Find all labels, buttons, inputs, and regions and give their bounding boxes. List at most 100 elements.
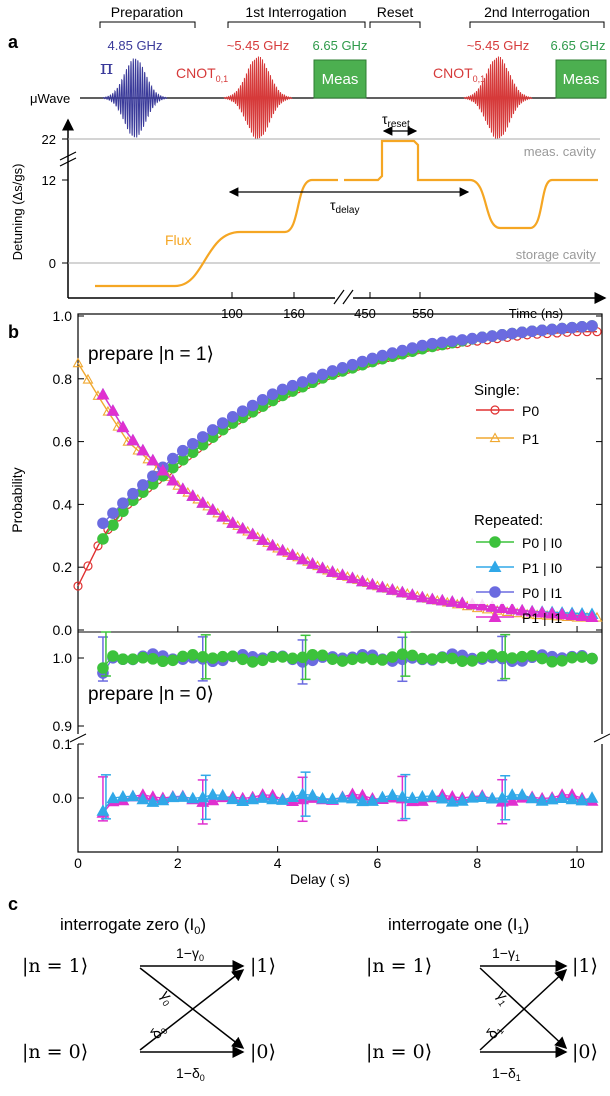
data-point	[456, 655, 469, 667]
data-point	[316, 368, 329, 381]
upper-ytick-label: 0.2	[53, 559, 73, 575]
data-point	[106, 791, 120, 804]
meas-box-1	[313, 59, 367, 99]
legend-single-title: Single:	[474, 382, 520, 399]
data-point	[366, 577, 379, 590]
data-point	[545, 792, 559, 805]
upper-ytick-label: 0.8	[53, 371, 73, 387]
data-point	[356, 794, 369, 807]
data-point	[186, 437, 199, 450]
data-point	[555, 791, 569, 803]
data-point	[107, 650, 119, 662]
right-ket-1: |1⟩	[572, 955, 598, 977]
data-point	[147, 653, 159, 665]
data-point	[236, 794, 250, 807]
prepare-0-label: prepare |n = 0⟩	[88, 684, 214, 705]
data-point	[127, 487, 139, 500]
cnot-frequency-2: ~5.45 GHz	[467, 38, 530, 53]
data-point	[485, 600, 499, 612]
legend-item-label: P1 | I1	[522, 610, 562, 626]
cnot-label-2: CNOT0,1	[433, 65, 485, 84]
data-point	[296, 552, 310, 565]
data-point	[565, 608, 579, 621]
data-point	[346, 358, 359, 371]
data-point	[566, 651, 578, 664]
data-point	[356, 355, 369, 368]
left-arrows	[139, 960, 245, 1058]
data-point	[336, 655, 349, 667]
cnot-label-1: CNOT0,1	[176, 65, 228, 84]
data-point	[405, 588, 419, 600]
data-point	[166, 473, 180, 486]
cnot-frequency-1: ~5.45 GHz	[227, 38, 290, 53]
data-point	[515, 788, 529, 800]
data-point	[576, 320, 588, 333]
left-ket-0: |0⟩	[250, 1041, 276, 1063]
data-point	[107, 507, 119, 519]
data-point	[306, 648, 319, 661]
xtick-label: 4	[274, 855, 282, 871]
data-point	[375, 790, 389, 803]
prepare-1-label: prepare |n = 1⟩	[88, 344, 214, 365]
data-point	[316, 649, 329, 662]
data-point	[126, 789, 140, 802]
data-point	[455, 596, 469, 608]
data-point	[395, 585, 409, 598]
data-point	[415, 790, 429, 802]
data-point	[425, 592, 439, 605]
upper-y-ticks: 0.0 0.2 0.4 0.6 0.8 1.0	[53, 308, 602, 638]
data-point	[465, 791, 479, 803]
data-point	[266, 651, 279, 663]
data-point	[276, 383, 289, 396]
data-point	[376, 349, 389, 362]
legend-marker	[488, 610, 502, 622]
data-point	[435, 593, 449, 606]
right-title: interrogate one (I1)	[388, 915, 529, 937]
data-point	[336, 362, 349, 374]
data-point	[486, 330, 499, 342]
right-arrows	[479, 960, 568, 1058]
data-point	[117, 497, 129, 509]
data-point	[346, 791, 359, 804]
data-point	[236, 653, 249, 666]
pi-frequency: 4.85 GHz	[108, 38, 163, 53]
data-point	[505, 794, 519, 806]
data-point	[177, 444, 189, 457]
header-preparation: Preparation	[111, 4, 183, 20]
data-point	[96, 387, 110, 400]
data-point	[167, 654, 179, 667]
legend-item-label: P0 | I1	[522, 585, 562, 601]
data-point	[216, 417, 229, 429]
pi-pulse	[102, 58, 168, 138]
data-point	[97, 533, 109, 545]
data-point	[306, 788, 319, 801]
data-point	[226, 792, 240, 805]
data-point	[136, 443, 150, 456]
data-point	[226, 410, 239, 423]
data-series	[72, 320, 603, 622]
xtick-label: 8	[473, 855, 481, 871]
data-point	[147, 470, 159, 482]
data-point	[436, 651, 449, 664]
data-point	[366, 794, 379, 806]
data-point	[286, 379, 299, 392]
data-point	[246, 527, 260, 540]
data-point	[346, 653, 359, 666]
data-point	[466, 332, 479, 345]
data-point	[565, 792, 579, 805]
data-point	[446, 335, 459, 347]
data-point	[396, 344, 409, 357]
data-point	[186, 489, 200, 501]
data-point	[446, 652, 459, 665]
data-point	[326, 365, 339, 377]
legend-marker	[488, 560, 502, 572]
data-point	[495, 601, 509, 613]
data-point	[326, 565, 339, 577]
data-point	[385, 788, 399, 801]
left-delta: δ0	[147, 1022, 169, 1043]
uwave-label: μWave	[30, 91, 70, 106]
legend-item-label: P1	[522, 431, 539, 447]
meas-label-2: Meas	[563, 71, 600, 88]
meas-box-2	[555, 59, 607, 99]
